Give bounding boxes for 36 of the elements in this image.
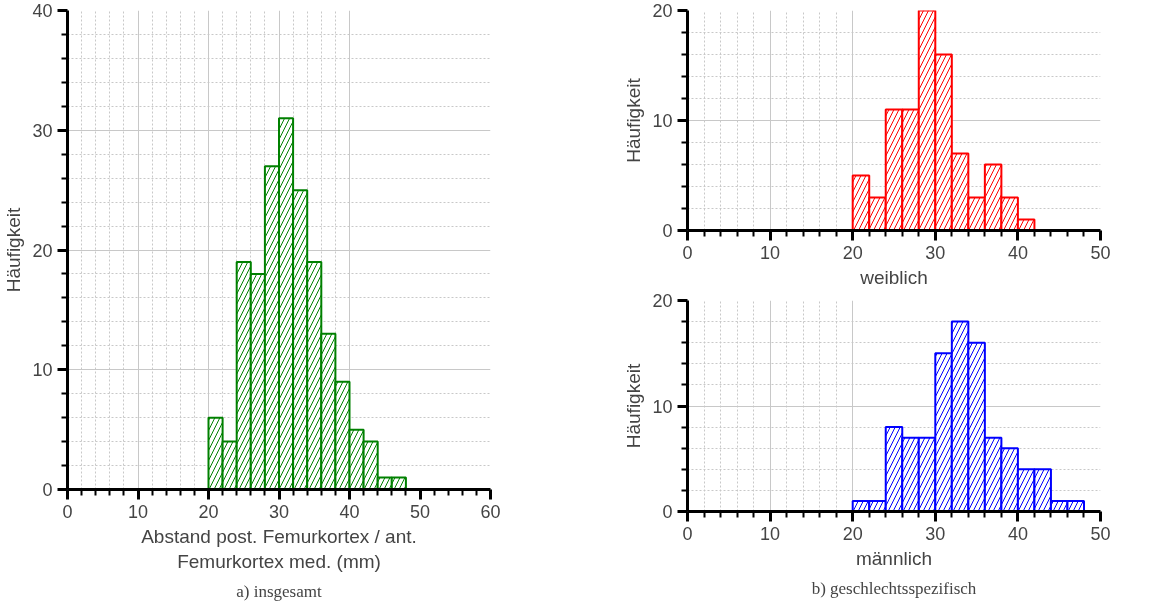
x-axis-title: weiblich: [859, 266, 928, 288]
x-tick-label: 50: [1090, 523, 1111, 544]
y-tick-label: 20: [652, 1, 673, 21]
text: b) geschlechtsspezifisch: [811, 578, 977, 598]
x-axis-title: männlich: [855, 547, 933, 569]
x-tick-label: 10: [127, 501, 149, 522]
y-axis-title: Häufigkeit: [623, 363, 645, 449]
y-tick-label: 20: [652, 291, 673, 311]
x-tick-label: 0: [682, 242, 693, 263]
x-tick-label: 10: [760, 523, 781, 544]
y-tick-label: 0: [42, 480, 53, 500]
x-tick-label: 20: [842, 242, 863, 263]
x-tick-label: 0: [62, 501, 73, 522]
y-tick-label: 30: [32, 120, 53, 141]
x-tick-label: 40: [339, 501, 360, 522]
text: a) insgesamt: [236, 581, 322, 601]
x-tick-label: 40: [1007, 523, 1028, 544]
y-axis-title: Häufigkeit: [3, 207, 25, 293]
x-axis-title: Abstand post. Femurkortex / ant. Femurkortex med. (mm): [141, 525, 417, 572]
x-tick-label: 40: [1007, 242, 1028, 263]
y-tick-label: 10: [652, 111, 673, 131]
x-tick-label: 50: [1090, 242, 1111, 263]
x-tick-label: 30: [925, 523, 946, 544]
y-axis-title: Häufigkeit: [623, 77, 645, 163]
x-tick-label: 30: [268, 501, 290, 522]
x-tick-label: 30: [925, 242, 946, 263]
x-tick-label: 20: [842, 523, 863, 544]
x-tick-label: 60: [480, 501, 501, 522]
y-tick-label: 10: [652, 396, 673, 417]
x-tick-label: 50: [409, 501, 431, 522]
x-tick-label: 0: [682, 523, 693, 544]
y-tick-label: 40: [32, 1, 53, 21]
x-tick-label: 20: [198, 501, 219, 522]
y-tick-label: 0: [662, 221, 673, 241]
y-tick-label: 10: [32, 360, 53, 381]
x-tick-label: 10: [760, 242, 781, 263]
